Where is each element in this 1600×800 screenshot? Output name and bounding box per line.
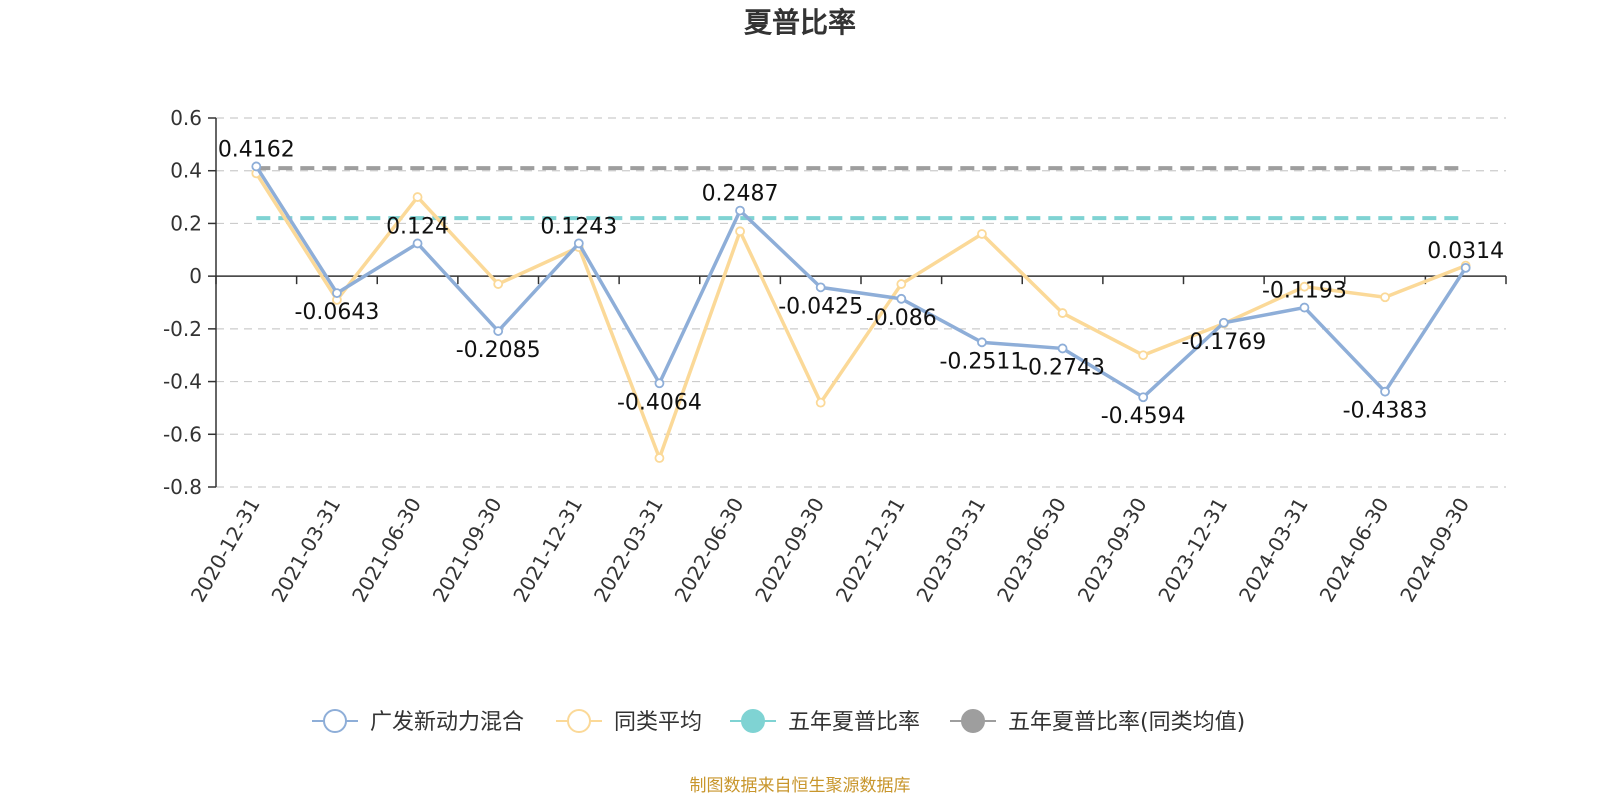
y-tick-label: -0.6: [163, 422, 202, 446]
x-tick-label: 2024-03-31: [1234, 494, 1313, 607]
data-point[interactable]: [412, 192, 423, 202]
data-point[interactable]: [1057, 308, 1068, 318]
chart-title: 夏普比率: [744, 6, 856, 39]
data-label: 0.0314: [1427, 239, 1504, 264]
legend[interactable]: 广发新动力混合 同类平均 五年夏普比率 五年夏普比率(同类均值): [312, 709, 1245, 735]
y-tick-label: -0.8: [163, 475, 202, 499]
data-point[interactable]: [1380, 292, 1390, 303]
x-tick-label: 2024-06-30: [1314, 494, 1393, 607]
x-tick-label: 2021-12-31: [508, 494, 587, 607]
data-point[interactable]: [332, 288, 342, 298]
data-label: -0.2743: [1020, 355, 1105, 380]
data-point[interactable]: [735, 226, 745, 237]
x-tick-label: 2024-09-30: [1395, 494, 1474, 607]
data-point[interactable]: [1299, 281, 1310, 292]
x-tick-label: 2022-12-31: [831, 494, 910, 607]
data-point[interactable]: [815, 282, 826, 293]
data-label: -0.086: [866, 306, 937, 331]
data-label: 0.1243: [540, 214, 617, 239]
data-label: -0.4383: [1343, 399, 1428, 424]
x-tick-label: 2021-09-30: [428, 494, 507, 607]
data-label: -0.2085: [456, 338, 541, 363]
x-tick-label: 2022-03-31: [589, 494, 668, 607]
data-label: 0.124: [386, 214, 449, 239]
legend-item-1[interactable]: 同类平均: [556, 709, 702, 735]
x-tick-label: 2023-06-30: [992, 494, 1071, 607]
x-tick-label: 2023-09-30: [1073, 494, 1152, 607]
y-tick-label: 0: [189, 264, 202, 288]
x-tick-label: 2022-06-30: [669, 494, 748, 607]
series-layer: [251, 161, 1471, 463]
data-label: -0.0425: [778, 294, 863, 319]
x-tick-label: 2022-09-30: [750, 494, 829, 607]
data-point[interactable]: [977, 229, 987, 239]
data-label: -0.0643: [294, 300, 379, 325]
data-point[interactable]: [1057, 343, 1068, 354]
legend-item-3[interactable]: 五年夏普比率(同类均值): [950, 709, 1245, 735]
y-tick-label: 0.4: [170, 159, 202, 183]
data-point[interactable]: [896, 293, 907, 304]
legend-label: 广发新动力混合: [370, 710, 524, 735]
legend-marker-icon: [741, 709, 765, 733]
series-line-1: [254, 172, 1467, 460]
data-point[interactable]: [1138, 392, 1149, 403]
data-source-note: 制图数据来自恒生聚源数据库: [690, 776, 911, 796]
data-point[interactable]: [654, 453, 665, 463]
grid-layer: [216, 117, 1506, 488]
y-tick-label: -0.2: [163, 317, 202, 341]
data-point[interactable]: [1380, 386, 1390, 397]
data-point[interactable]: [573, 238, 584, 249]
x-tick-label: 2023-12-31: [1153, 494, 1232, 607]
data-label: -0.1769: [1181, 330, 1266, 355]
y-tick-label: -0.4: [163, 370, 202, 394]
data-point[interactable]: [1218, 317, 1229, 328]
data-label: -0.4594: [1101, 404, 1186, 429]
y-tick-label: 0.6: [170, 106, 202, 130]
legend-marker-icon: [961, 709, 985, 733]
x-tick-label: 2020-12-31: [186, 494, 265, 607]
data-label: -0.1193: [1262, 279, 1347, 304]
legend-label: 同类平均: [614, 710, 702, 735]
legend-label: 五年夏普比率: [788, 710, 920, 735]
data-point[interactable]: [1299, 302, 1310, 313]
data-labels: 0.4162 -0.0643 0.124 -0.2085 0.1243 -0.4064 0.…: [218, 137, 1504, 429]
data-label: -0.2511: [939, 349, 1024, 374]
x-tick-label: 2021-06-30: [347, 494, 426, 607]
legend-label: 五年夏普比率(同类均值): [1008, 710, 1245, 735]
data-point[interactable]: [493, 279, 504, 289]
data-point[interactable]: [654, 378, 665, 389]
data-label: 0.4162: [218, 137, 295, 162]
data-label: -0.4064: [617, 390, 702, 415]
legend-item-2[interactable]: 五年夏普比率: [730, 709, 920, 735]
data-point[interactable]: [896, 279, 907, 289]
data-point[interactable]: [977, 337, 987, 348]
data-point[interactable]: [735, 205, 745, 216]
data-point[interactable]: [412, 238, 423, 249]
data-point[interactable]: [1138, 350, 1149, 361]
legend-marker-icon: [323, 709, 347, 733]
reference-lines: [256, 166, 1466, 221]
data-label: 0.2487: [702, 182, 779, 207]
data-point[interactable]: [1460, 262, 1471, 273]
data-point[interactable]: [815, 397, 826, 408]
y-tick-label: 0.2: [170, 211, 202, 235]
legend-item-0[interactable]: 广发新动力混合: [312, 709, 524, 735]
x-tick-label: 2021-03-31: [266, 494, 345, 607]
series-line-0: [254, 165, 1468, 399]
legend-marker-icon: [567, 709, 591, 733]
data-point[interactable]: [493, 326, 504, 336]
data-point[interactable]: [251, 161, 262, 172]
x-tick-label: 2023-03-31: [911, 494, 990, 607]
